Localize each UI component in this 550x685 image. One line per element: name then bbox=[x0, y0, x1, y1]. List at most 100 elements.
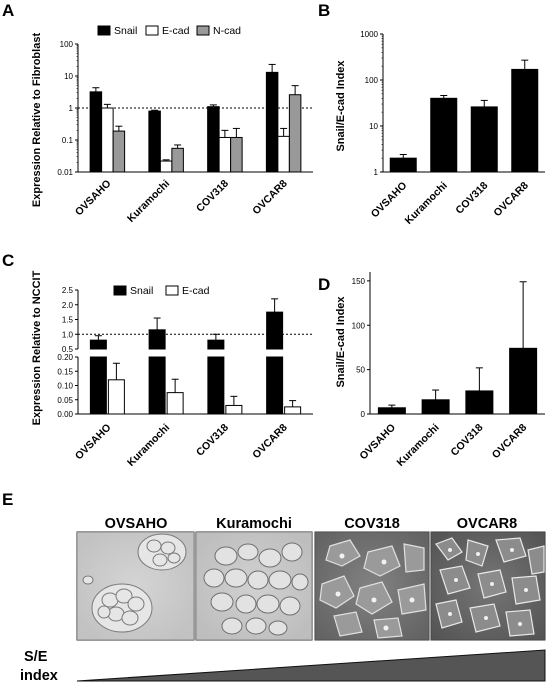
chart-d-xtick-kuramochi: Kuramochi bbox=[394, 422, 441, 469]
panel-label-b: B bbox=[318, 1, 330, 20]
chart-a-legend-snail: Snail bbox=[114, 25, 137, 37]
chart-a-xtick-ovsaho: OVSAHO bbox=[73, 178, 114, 219]
chart-d-xtick-cov318: COV318 bbox=[449, 422, 486, 459]
chart-d-bar-ovcar8 bbox=[509, 347, 538, 415]
micrograph-title-ovsaho: OVSAHO bbox=[105, 516, 168, 532]
chart-a-xtick-ovcar8: OVCAR8 bbox=[250, 178, 290, 218]
chart-c-lower-ytick-0.20: 0.20 bbox=[57, 353, 73, 362]
chart-b-ytick-1000: 1000 bbox=[360, 30, 378, 39]
chart-b-bar-ovcar8 bbox=[511, 68, 539, 173]
chart-d-ytick-0: 0 bbox=[361, 410, 366, 419]
chart-c-legend-e-cad: E-cad bbox=[182, 285, 210, 297]
chart-b-xtick-ovsaho: OVSAHO bbox=[369, 180, 410, 221]
chart-d-ylabel: Snail/E-cad Index bbox=[335, 296, 347, 388]
chart-c-bar-snail-upper-ovcar8 bbox=[266, 311, 284, 350]
chart-c-upper-ytick-0.5: 0.5 bbox=[62, 345, 74, 354]
micrograph-cov318 bbox=[314, 531, 430, 641]
chart-a-bar-n-cad-ovcar8 bbox=[288, 94, 302, 173]
micrograph-title-cov318: COV318 bbox=[344, 516, 400, 532]
chart-c-bar-snail-upper-ovsaho bbox=[89, 339, 107, 350]
chart-a-ylabel: Expression Relative to Fibroblast bbox=[31, 33, 43, 208]
chart-d-ytick-100: 100 bbox=[352, 321, 366, 330]
chart-d-xtick-ovcar8: OVCAR8 bbox=[490, 422, 530, 462]
chart-c-bar-snail-lower-ovcar8 bbox=[266, 356, 284, 415]
chart-c-lower-ytick-0.00: 0.00 bbox=[57, 410, 73, 419]
chart-b-bar-cov318 bbox=[470, 106, 498, 173]
chart-c-xtick-cov318: COV318 bbox=[194, 422, 231, 459]
micrograph-title-ovcar8: OVCAR8 bbox=[457, 516, 517, 532]
chart-a-legend-n-cad: N-cad bbox=[213, 25, 241, 37]
chart-b-bar-kuramochi bbox=[430, 97, 458, 173]
chart-a-ytick-0.1: 0.1 bbox=[62, 136, 74, 145]
chart-a-bar-n-cad-ovsaho bbox=[112, 130, 126, 173]
chart-a-bar-e-cad-ovcar8 bbox=[277, 135, 290, 173]
index-label-line1: S/E bbox=[24, 649, 48, 665]
chart-b-ylabel: Snail/E-cad Index bbox=[335, 60, 347, 152]
chart-c-xtick-ovcar8: OVCAR8 bbox=[250, 422, 290, 462]
chart-c-bar-snail-lower-kuramochi bbox=[148, 356, 166, 415]
micrograph-kuramochi bbox=[195, 531, 313, 641]
chart-a-xtick-kuramochi: Kuramochi bbox=[125, 178, 172, 225]
chart-d-ytick-150: 150 bbox=[352, 277, 366, 286]
chart-b-xtick-cov318: COV318 bbox=[453, 180, 490, 217]
chart-c-xtick-kuramochi: Kuramochi bbox=[125, 422, 172, 469]
chart-a-bar-e-cad-cov318 bbox=[218, 136, 232, 173]
chart-c-bar-snail-upper-cov318 bbox=[207, 339, 225, 350]
panel-label-e: E bbox=[2, 490, 13, 509]
chart-d-bar-ovsaho bbox=[377, 407, 406, 415]
chart-a-legend-e-cad: E-cad bbox=[162, 25, 190, 37]
chart-a-legend-swatch-snail bbox=[97, 25, 111, 36]
panel-label-c: C bbox=[2, 251, 14, 270]
panel-label-d: D bbox=[318, 275, 330, 294]
chart-c-upper-ytick-2.5: 2.5 bbox=[62, 286, 74, 295]
chart-c-lower-ytick-0.05: 0.05 bbox=[57, 396, 73, 405]
se-index-wedge bbox=[76, 649, 546, 682]
chart-a-bar-snail-ovsaho bbox=[89, 91, 103, 173]
chart-a-bar-e-cad-kuramochi bbox=[159, 160, 173, 173]
chart-a-bar-snail-ovcar8 bbox=[265, 71, 279, 173]
chart-c-legend-swatch-e-cad bbox=[165, 285, 179, 296]
chart-c-upper-ytick-1.0: 1.0 bbox=[62, 330, 74, 339]
chart-c-bar-ecad-kuramochi bbox=[166, 392, 184, 415]
chart-a-bar-e-cad-ovsaho bbox=[101, 107, 114, 173]
chart-a-ytick-1: 1 bbox=[69, 104, 74, 113]
chart-c-bar-ecad-ovsaho bbox=[107, 379, 125, 415]
chart-b-xtick-ovcar8: OVCAR8 bbox=[491, 180, 531, 220]
chart-a-bar-n-cad-cov318 bbox=[230, 136, 243, 173]
panel-label-a: A bbox=[2, 1, 14, 20]
chart-d-xtick-ovsaho: OVSAHO bbox=[357, 422, 398, 463]
chart-a-legend-swatch-e-cad bbox=[145, 25, 159, 36]
chart-b-ytick-1: 1 bbox=[374, 168, 379, 177]
chart-c-legend-snail: Snail bbox=[130, 285, 153, 297]
chart-d-bar-cov318 bbox=[465, 390, 494, 415]
chart-b-ytick-100: 100 bbox=[365, 76, 379, 85]
chart-c-bar-snail-upper-kuramochi bbox=[148, 329, 166, 350]
chart-c: 2.5 2.0 1.5 1.0 0.50.20 0.15 0.10 0.05 0.00OVSAH… bbox=[57, 285, 313, 469]
chart-c-upper-ytick-1.5: 1.5 bbox=[62, 316, 74, 325]
chart-a-bar-snail-cov318 bbox=[207, 106, 220, 173]
micrograph-ovsaho bbox=[76, 531, 195, 641]
chart-b-xtick-kuramochi: Kuramochi bbox=[403, 180, 450, 227]
chart-a-ytick-0.01: 0.01 bbox=[57, 168, 73, 177]
chart-a-xtick-cov318: COV318 bbox=[194, 178, 231, 215]
index-label-line2: index bbox=[20, 668, 58, 684]
chart-c-lower-ytick-0.15: 0.15 bbox=[57, 367, 73, 376]
chart-a-bar-snail-kuramochi bbox=[148, 110, 161, 173]
micrograph-title-kuramochi: Kuramochi bbox=[216, 516, 292, 532]
chart-c-lower-ytick-0.10: 0.10 bbox=[57, 382, 73, 391]
chart-a-ytick-10: 10 bbox=[64, 72, 73, 81]
chart-c-legend-swatch-snail bbox=[113, 285, 127, 296]
chart-b-bar-ovsaho bbox=[389, 157, 417, 173]
chart-b-ytick-10: 10 bbox=[369, 122, 378, 131]
chart-a-ytick-100: 100 bbox=[60, 40, 74, 49]
chart-c-bar-snail-lower-ovsaho bbox=[89, 356, 107, 415]
chart-d-bar-kuramochi bbox=[421, 399, 450, 415]
chart-c-bar-snail-lower-cov318 bbox=[207, 356, 225, 415]
chart-d-ytick-50: 50 bbox=[356, 366, 365, 375]
chart-a-legend-swatch-n-cad bbox=[196, 25, 210, 36]
chart-c-ylabel: Expression Relative to NCCIT bbox=[31, 270, 43, 425]
